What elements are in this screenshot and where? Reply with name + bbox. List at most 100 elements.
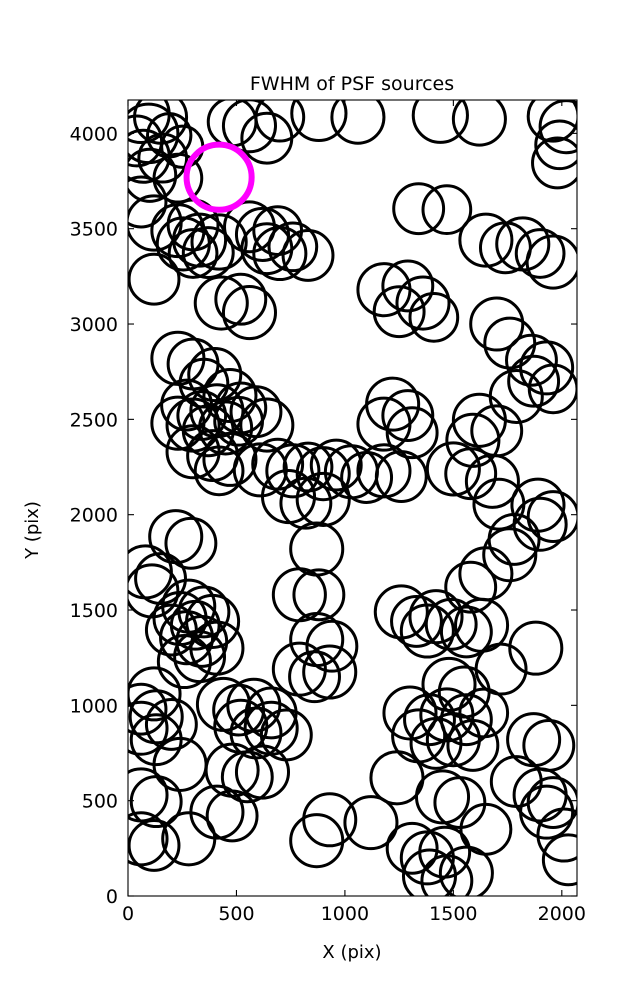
y-tick-label: 0 — [106, 886, 118, 908]
psf-source-circle — [401, 848, 458, 896]
y-tick-label: 4000 — [70, 123, 118, 145]
psf-source-circle — [385, 821, 439, 875]
y-tick-label: 2500 — [70, 409, 118, 431]
psf-source-circle — [519, 340, 575, 396]
psf-source-circle — [381, 259, 435, 313]
psf-source-circle — [128, 819, 181, 872]
psf-source-circle — [425, 712, 481, 768]
psf-source-circle — [390, 595, 443, 648]
psf-source-circle — [302, 644, 358, 700]
psf-source-circle — [267, 221, 319, 273]
psf-source-circle — [356, 443, 412, 499]
psf-source-circle — [526, 776, 577, 830]
plot-area: 0 500 1000 1500 2000 0 500 1000 1500 2000 2500 300… — [70, 99, 586, 925]
y-tick-label: 1500 — [70, 600, 118, 622]
psf-source-circle — [290, 100, 348, 142]
psf-source-circle — [392, 182, 446, 236]
psf-source-circle — [451, 392, 507, 448]
psf-source-circle — [292, 568, 346, 622]
psf-source-circle — [295, 446, 351, 502]
psf-source-circle — [202, 431, 258, 487]
psf-source-circle — [439, 605, 493, 659]
psf-source-circle — [187, 347, 243, 403]
psf-source-circle — [150, 395, 206, 451]
psf-source-circle — [438, 845, 494, 896]
psf-source-circle — [374, 450, 428, 503]
psf-source-circle — [289, 813, 345, 869]
psf-source-circle — [451, 100, 507, 147]
x-tick-label: 1000 — [321, 903, 369, 925]
y-axis-label: Y (pix) — [22, 501, 43, 560]
psf-source-circle — [385, 406, 439, 460]
psf-source-circle — [534, 119, 577, 171]
psf-source-circle — [137, 132, 189, 184]
y-tick-label: 3000 — [70, 314, 118, 336]
psf-source-circle — [128, 811, 169, 867]
psf-source-circle — [424, 597, 478, 651]
psf-source-circle — [190, 213, 248, 271]
x-tick-label: 2000 — [538, 903, 586, 925]
psf-source-circle — [507, 354, 561, 408]
psf-source-circle — [541, 833, 577, 887]
psf-source-circle — [411, 100, 469, 144]
psf-source-circle — [505, 333, 558, 387]
psf-source-circle — [512, 496, 568, 552]
psf-source-circle — [159, 610, 215, 666]
y-tick-label: 1000 — [70, 695, 118, 717]
psf-source-circle — [181, 226, 235, 279]
psf-source-circle — [305, 619, 359, 673]
highlighted-source-circle — [183, 141, 255, 213]
selected-source-circle — [183, 141, 255, 213]
y-axis-ticks: 0 500 1000 1500 2000 2500 3000 3500 4000 — [70, 123, 577, 908]
psf-source-circle — [464, 453, 520, 509]
psf-source-circle — [309, 438, 363, 492]
psf-source-circle — [282, 441, 334, 493]
psf-source-circle — [161, 811, 217, 867]
psf-source-circle — [265, 443, 321, 499]
psf-source-circle — [128, 666, 182, 722]
psf-source-circle — [295, 471, 351, 527]
psf-source-circle — [128, 700, 169, 756]
psf-source-circle — [221, 285, 278, 341]
psf-source-circle — [254, 100, 306, 143]
x-tick-label: 500 — [218, 903, 254, 925]
y-tick-label: 2000 — [70, 505, 118, 527]
psf-source-circle — [128, 682, 168, 736]
psf-source-circle — [444, 447, 498, 501]
psf-source-circle — [458, 212, 514, 268]
psf-source-circle — [214, 272, 268, 326]
psf-source-circle — [356, 396, 412, 452]
psf-source-circle — [395, 275, 451, 331]
psf-source-circle — [526, 490, 577, 544]
axes-frame — [127, 99, 578, 897]
psf-source-circle — [514, 228, 566, 279]
psf-source-circle — [160, 378, 214, 432]
psf-source-circle — [128, 147, 178, 203]
y-tick-label: 3500 — [70, 219, 118, 241]
psf-source-circle — [251, 437, 305, 491]
psf-source-circle — [167, 228, 219, 279]
psf-source-circle — [525, 234, 577, 290]
psf-source-circle — [425, 441, 481, 497]
psf-source-circle — [281, 228, 335, 282]
psf-source-circle — [538, 100, 577, 155]
psf-source-circle — [229, 385, 283, 439]
x-tick-label: 1500 — [429, 903, 477, 925]
psf-source-circle — [152, 152, 204, 204]
x-tick-label: 0 — [122, 903, 134, 925]
psf-source-circle — [408, 291, 460, 343]
psf-source-circle — [193, 445, 245, 497]
chart-title: FWHM of PSF sources — [250, 73, 454, 95]
psf-source-circle — [240, 222, 294, 276]
psf-source-circle — [531, 136, 577, 190]
psf-source-circle — [144, 697, 198, 751]
psf-source-circle — [508, 620, 564, 676]
psf-source-circle — [526, 100, 577, 143]
psf-source-circle — [414, 769, 471, 825]
psf-source-circle — [343, 795, 399, 851]
psf-source-circle — [444, 560, 498, 614]
psf-source-circle — [446, 718, 500, 772]
psf-source-circle — [213, 395, 264, 447]
psf-source-circle — [536, 807, 577, 863]
